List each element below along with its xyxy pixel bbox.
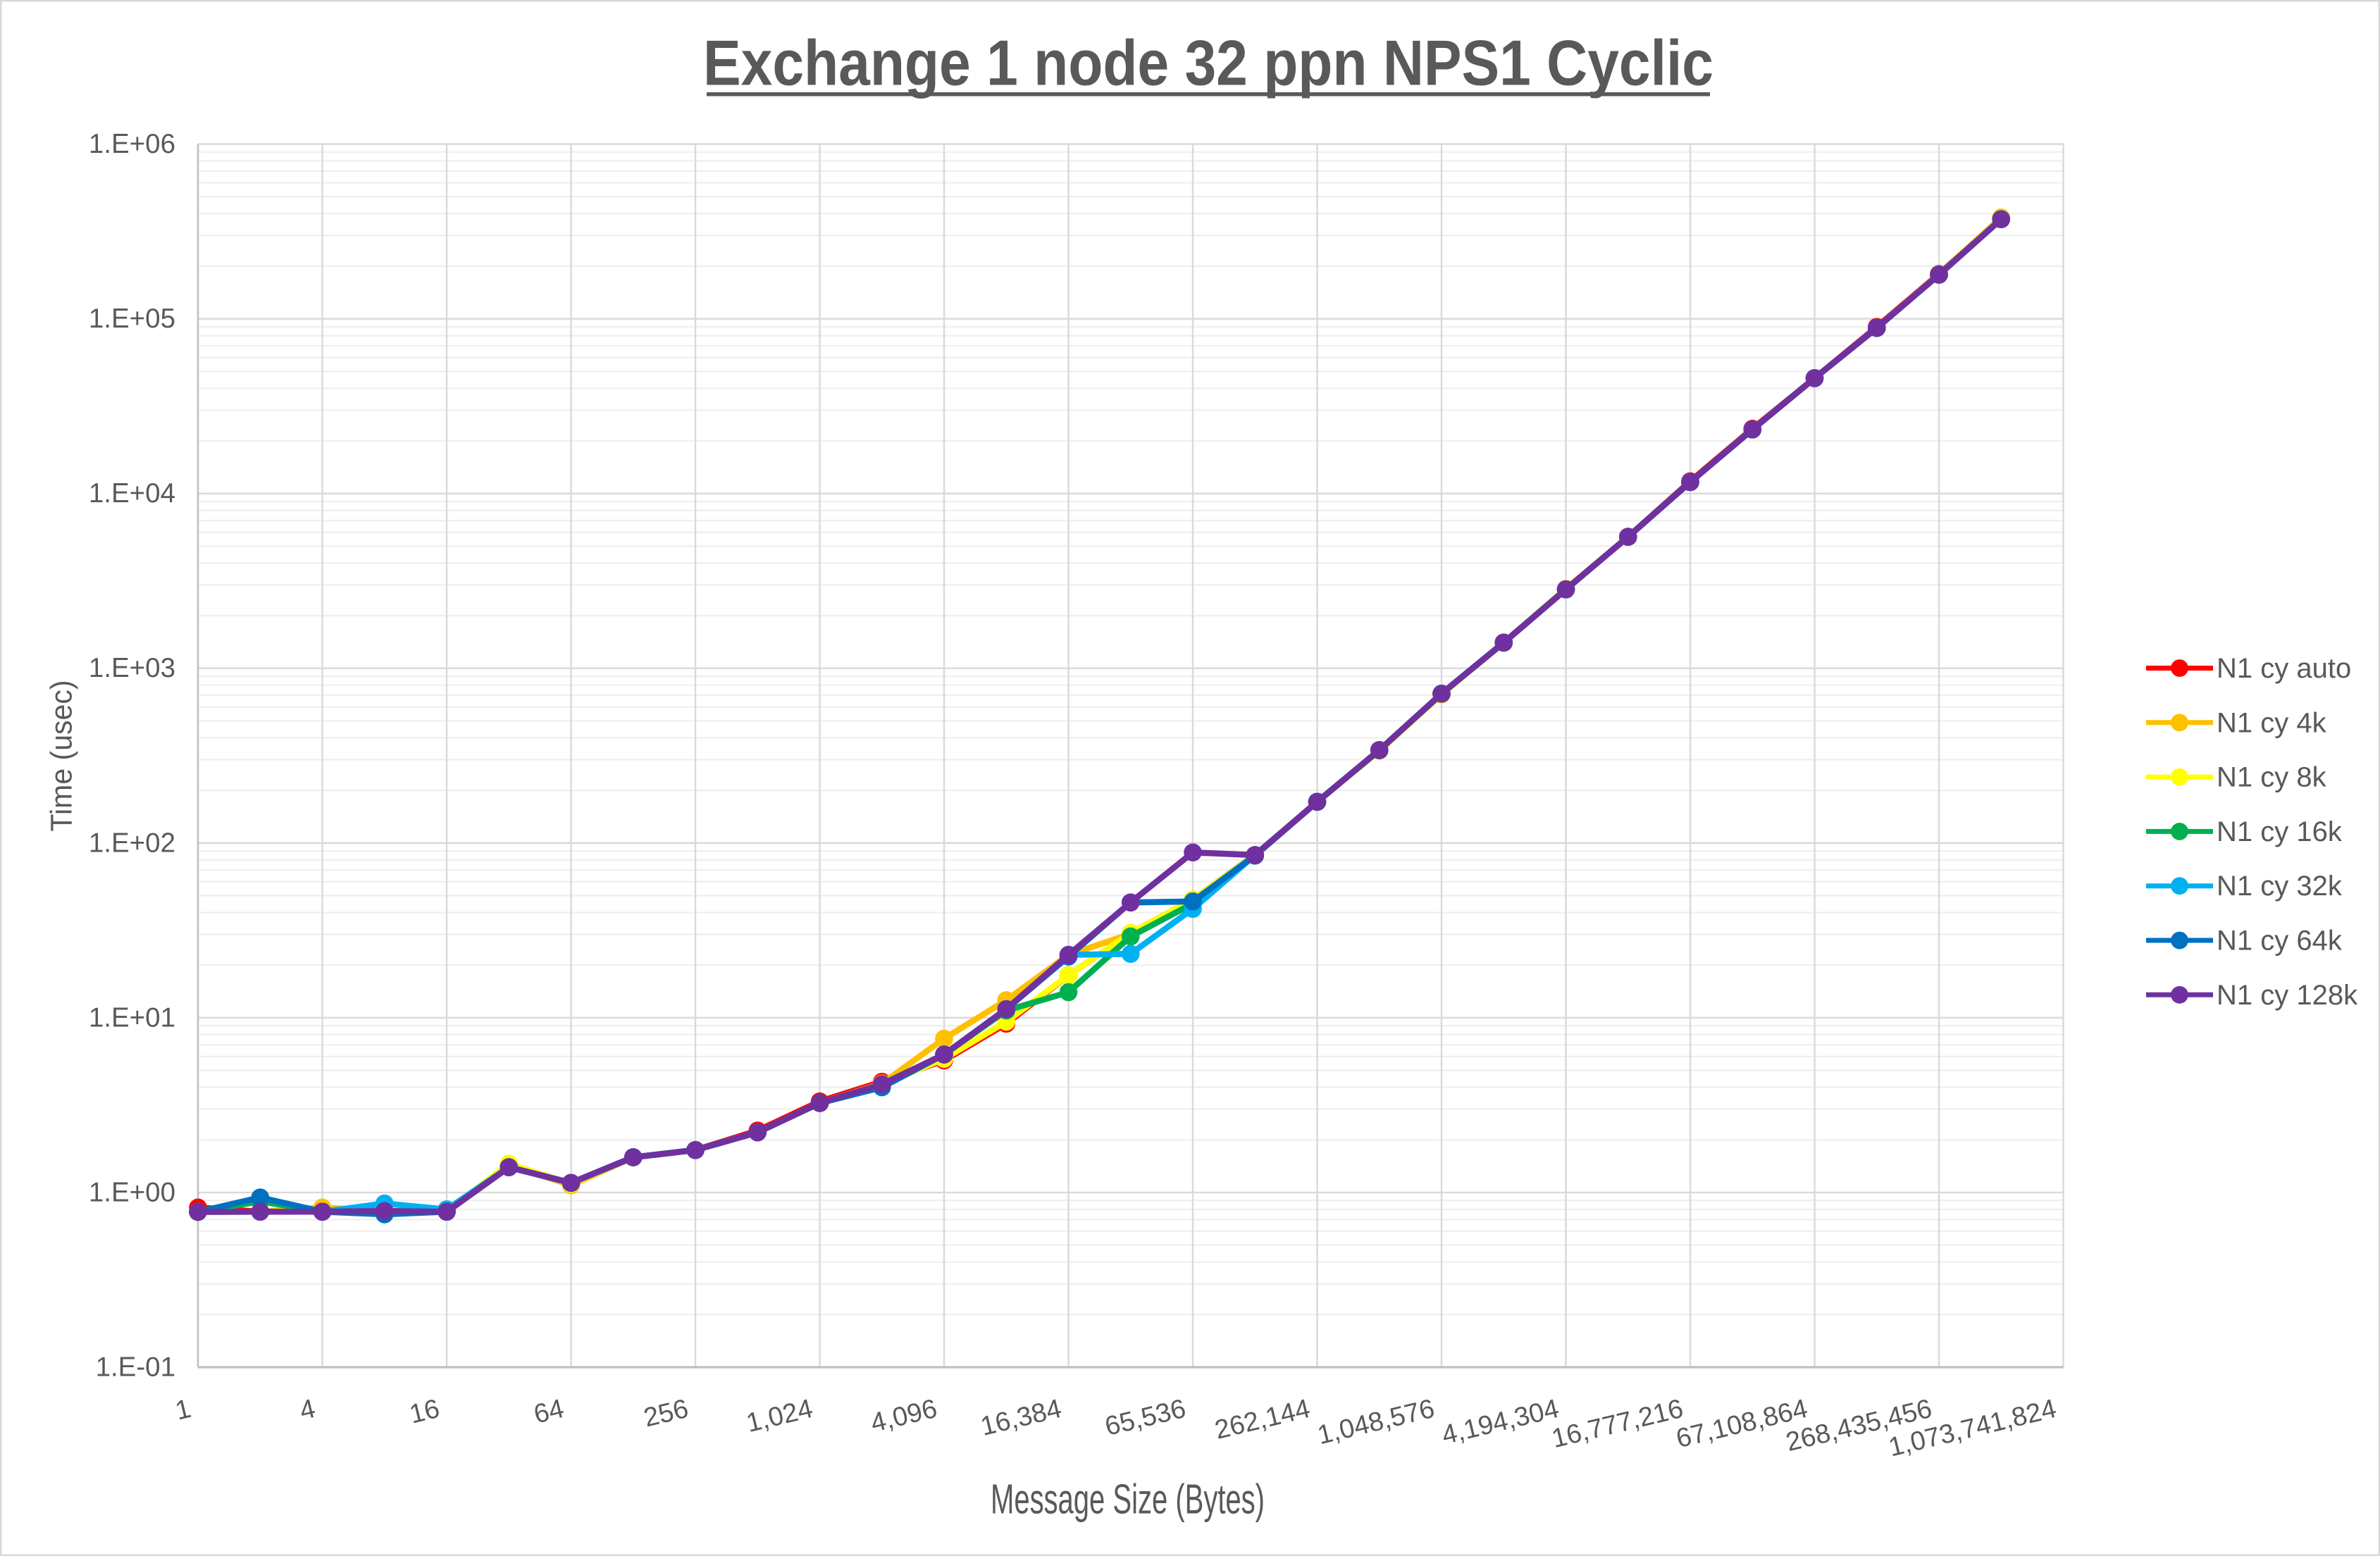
svg-text:4: 4	[297, 1394, 318, 1426]
svg-text:N1 cy 32k: N1 cy 32k	[2217, 871, 2343, 902]
svg-text:16,777,216: 16,777,216	[1549, 1394, 1686, 1454]
svg-text:256: 256	[641, 1394, 691, 1433]
svg-text:N1 cy 16k: N1 cy 16k	[2217, 816, 2343, 847]
svg-text:N1 cy 4k: N1 cy 4k	[2217, 707, 2327, 738]
svg-text:1,048,576: 1,048,576	[1315, 1394, 1437, 1450]
svg-text:N1 cy 128k: N1 cy 128k	[2217, 980, 2358, 1011]
svg-text:1.E+06: 1.E+06	[89, 129, 175, 159]
svg-text:4,194,304: 4,194,304	[1439, 1394, 1561, 1450]
svg-text:N1 cy auto: N1 cy auto	[2217, 653, 2351, 684]
svg-text:N1 cy 64k: N1 cy 64k	[2217, 926, 2343, 957]
svg-text:16,384: 16,384	[978, 1394, 1065, 1442]
svg-text:N1 cy 8k: N1 cy 8k	[2217, 762, 2327, 793]
svg-text:4,096: 4,096	[868, 1394, 940, 1438]
svg-text:Message Size (Bytes): Message Size (Bytes)	[991, 1476, 1265, 1523]
svg-text:16: 16	[407, 1394, 442, 1430]
svg-text:1.E+02: 1.E+02	[89, 828, 175, 858]
svg-text:1.E+04: 1.E+04	[89, 478, 175, 509]
svg-text:1.E+05: 1.E+05	[89, 304, 175, 334]
svg-text:1.E+01: 1.E+01	[89, 1002, 175, 1033]
svg-text:64: 64	[531, 1394, 567, 1430]
svg-text:1: 1	[173, 1394, 194, 1426]
svg-text:65,536: 65,536	[1102, 1394, 1189, 1442]
svg-text:1.E+03: 1.E+03	[89, 653, 175, 683]
svg-text:262,144: 262,144	[1212, 1394, 1313, 1445]
svg-text:1.E-01: 1.E-01	[96, 1352, 175, 1383]
svg-text:1.E+00: 1.E+00	[89, 1177, 175, 1207]
svg-text:1,024: 1,024	[743, 1394, 815, 1438]
svg-text:Time (usec): Time (usec)	[44, 680, 78, 832]
svg-text:Exchange 1 node 32 ppn NPS1 Cy: Exchange 1 node 32 ppn NPS1 Cyclic	[703, 28, 1713, 99]
